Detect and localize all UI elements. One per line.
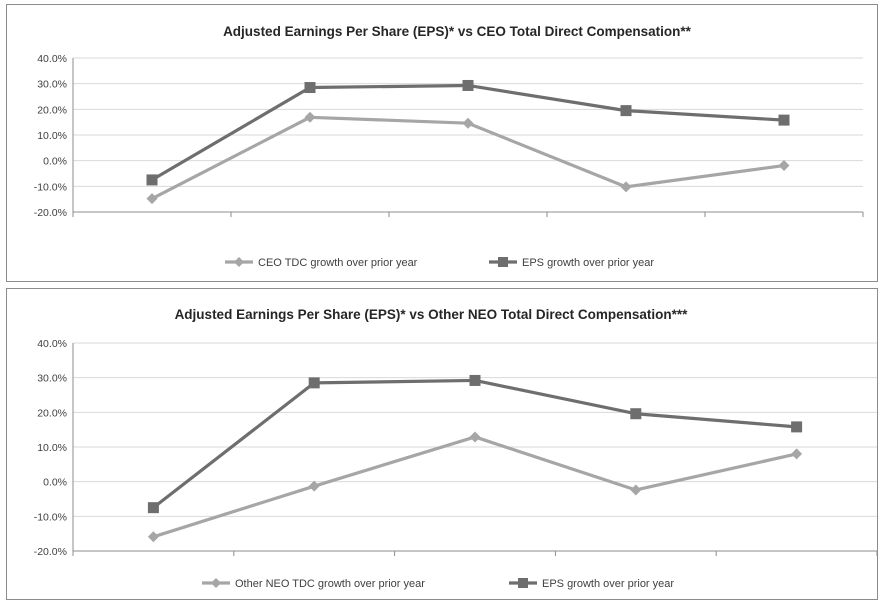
y-tick-label: -20.0% bbox=[34, 207, 67, 219]
legend-item: CEO TDC growth over prior year bbox=[225, 257, 418, 269]
y-tick-label: 0.0% bbox=[43, 477, 67, 489]
data-point-diamond bbox=[778, 160, 790, 172]
y-tick-label: -10.0% bbox=[34, 181, 67, 193]
y-tick-label: 10.0% bbox=[37, 442, 67, 454]
legend-label: EPS growth over prior year bbox=[522, 257, 654, 269]
data-point-diamond bbox=[469, 431, 481, 443]
data-point-diamond bbox=[147, 531, 159, 543]
legend-label: EPS growth over prior year bbox=[542, 578, 674, 590]
y-tick-label: 0.0% bbox=[43, 156, 67, 168]
data-point-square bbox=[147, 502, 159, 514]
data-point-diamond bbox=[630, 484, 642, 496]
y-tick-label: 30.0% bbox=[37, 373, 67, 385]
chart-title: Adjusted Earnings Per Share (EPS)* vs CE… bbox=[223, 24, 692, 39]
data-point-diamond bbox=[308, 480, 320, 492]
data-point-square bbox=[620, 105, 632, 117]
data-point-square bbox=[791, 421, 803, 433]
y-tick-label: 20.0% bbox=[37, 407, 67, 419]
data-point-square bbox=[469, 374, 481, 386]
legend-diamond-marker bbox=[211, 578, 221, 588]
data-point-diamond bbox=[462, 117, 474, 129]
legend-label: CEO TDC growth over prior year bbox=[258, 257, 418, 269]
data-point-square bbox=[630, 408, 642, 420]
series-line bbox=[152, 378, 797, 509]
data-point-square bbox=[778, 114, 790, 126]
legend-item: EPS growth over prior year bbox=[489, 257, 654, 269]
legend-item: Other NEO TDC growth over prior year bbox=[202, 578, 425, 590]
series-line bbox=[151, 83, 785, 182]
data-point-diamond bbox=[620, 181, 632, 193]
y-tick-label: 30.0% bbox=[37, 79, 67, 91]
legend-item: EPS growth over prior year bbox=[509, 578, 674, 590]
y-tick-label: 40.0% bbox=[37, 53, 67, 65]
y-tick-label: 10.0% bbox=[37, 130, 67, 142]
data-point-square bbox=[304, 82, 316, 94]
chart-ceo-tdc-vs-eps: Adjusted Earnings Per Share (EPS)* vs CE… bbox=[34, 24, 864, 269]
legend-label: Other NEO TDC growth over prior year bbox=[235, 578, 425, 590]
data-point-square bbox=[146, 174, 158, 186]
data-point-diamond bbox=[791, 448, 803, 460]
y-tick-label: -10.0% bbox=[34, 511, 67, 523]
series-line bbox=[152, 435, 797, 539]
y-tick-label: 40.0% bbox=[37, 338, 67, 350]
legend-diamond-marker bbox=[234, 257, 244, 267]
chart-title: Adjusted Earnings Per Share (EPS)* vs Ot… bbox=[175, 307, 689, 322]
legend-square-marker bbox=[498, 257, 508, 267]
y-tick-label: 20.0% bbox=[37, 104, 67, 116]
chart-panel-other-neo: Adjusted Earnings Per Share (EPS)* vs Ot… bbox=[6, 288, 878, 600]
data-point-diamond bbox=[304, 111, 316, 123]
data-point-square bbox=[462, 79, 474, 91]
data-point-square bbox=[308, 377, 320, 389]
data-point-diamond bbox=[146, 193, 158, 205]
y-tick-label: -20.0% bbox=[34, 546, 67, 558]
chart-panel-ceo: Adjusted Earnings Per Share (EPS)* vs CE… bbox=[6, 4, 878, 282]
chart-other-neo-tdc-vs-eps: Adjusted Earnings Per Share (EPS)* vs Ot… bbox=[34, 307, 877, 590]
legend-square-marker bbox=[518, 578, 528, 588]
